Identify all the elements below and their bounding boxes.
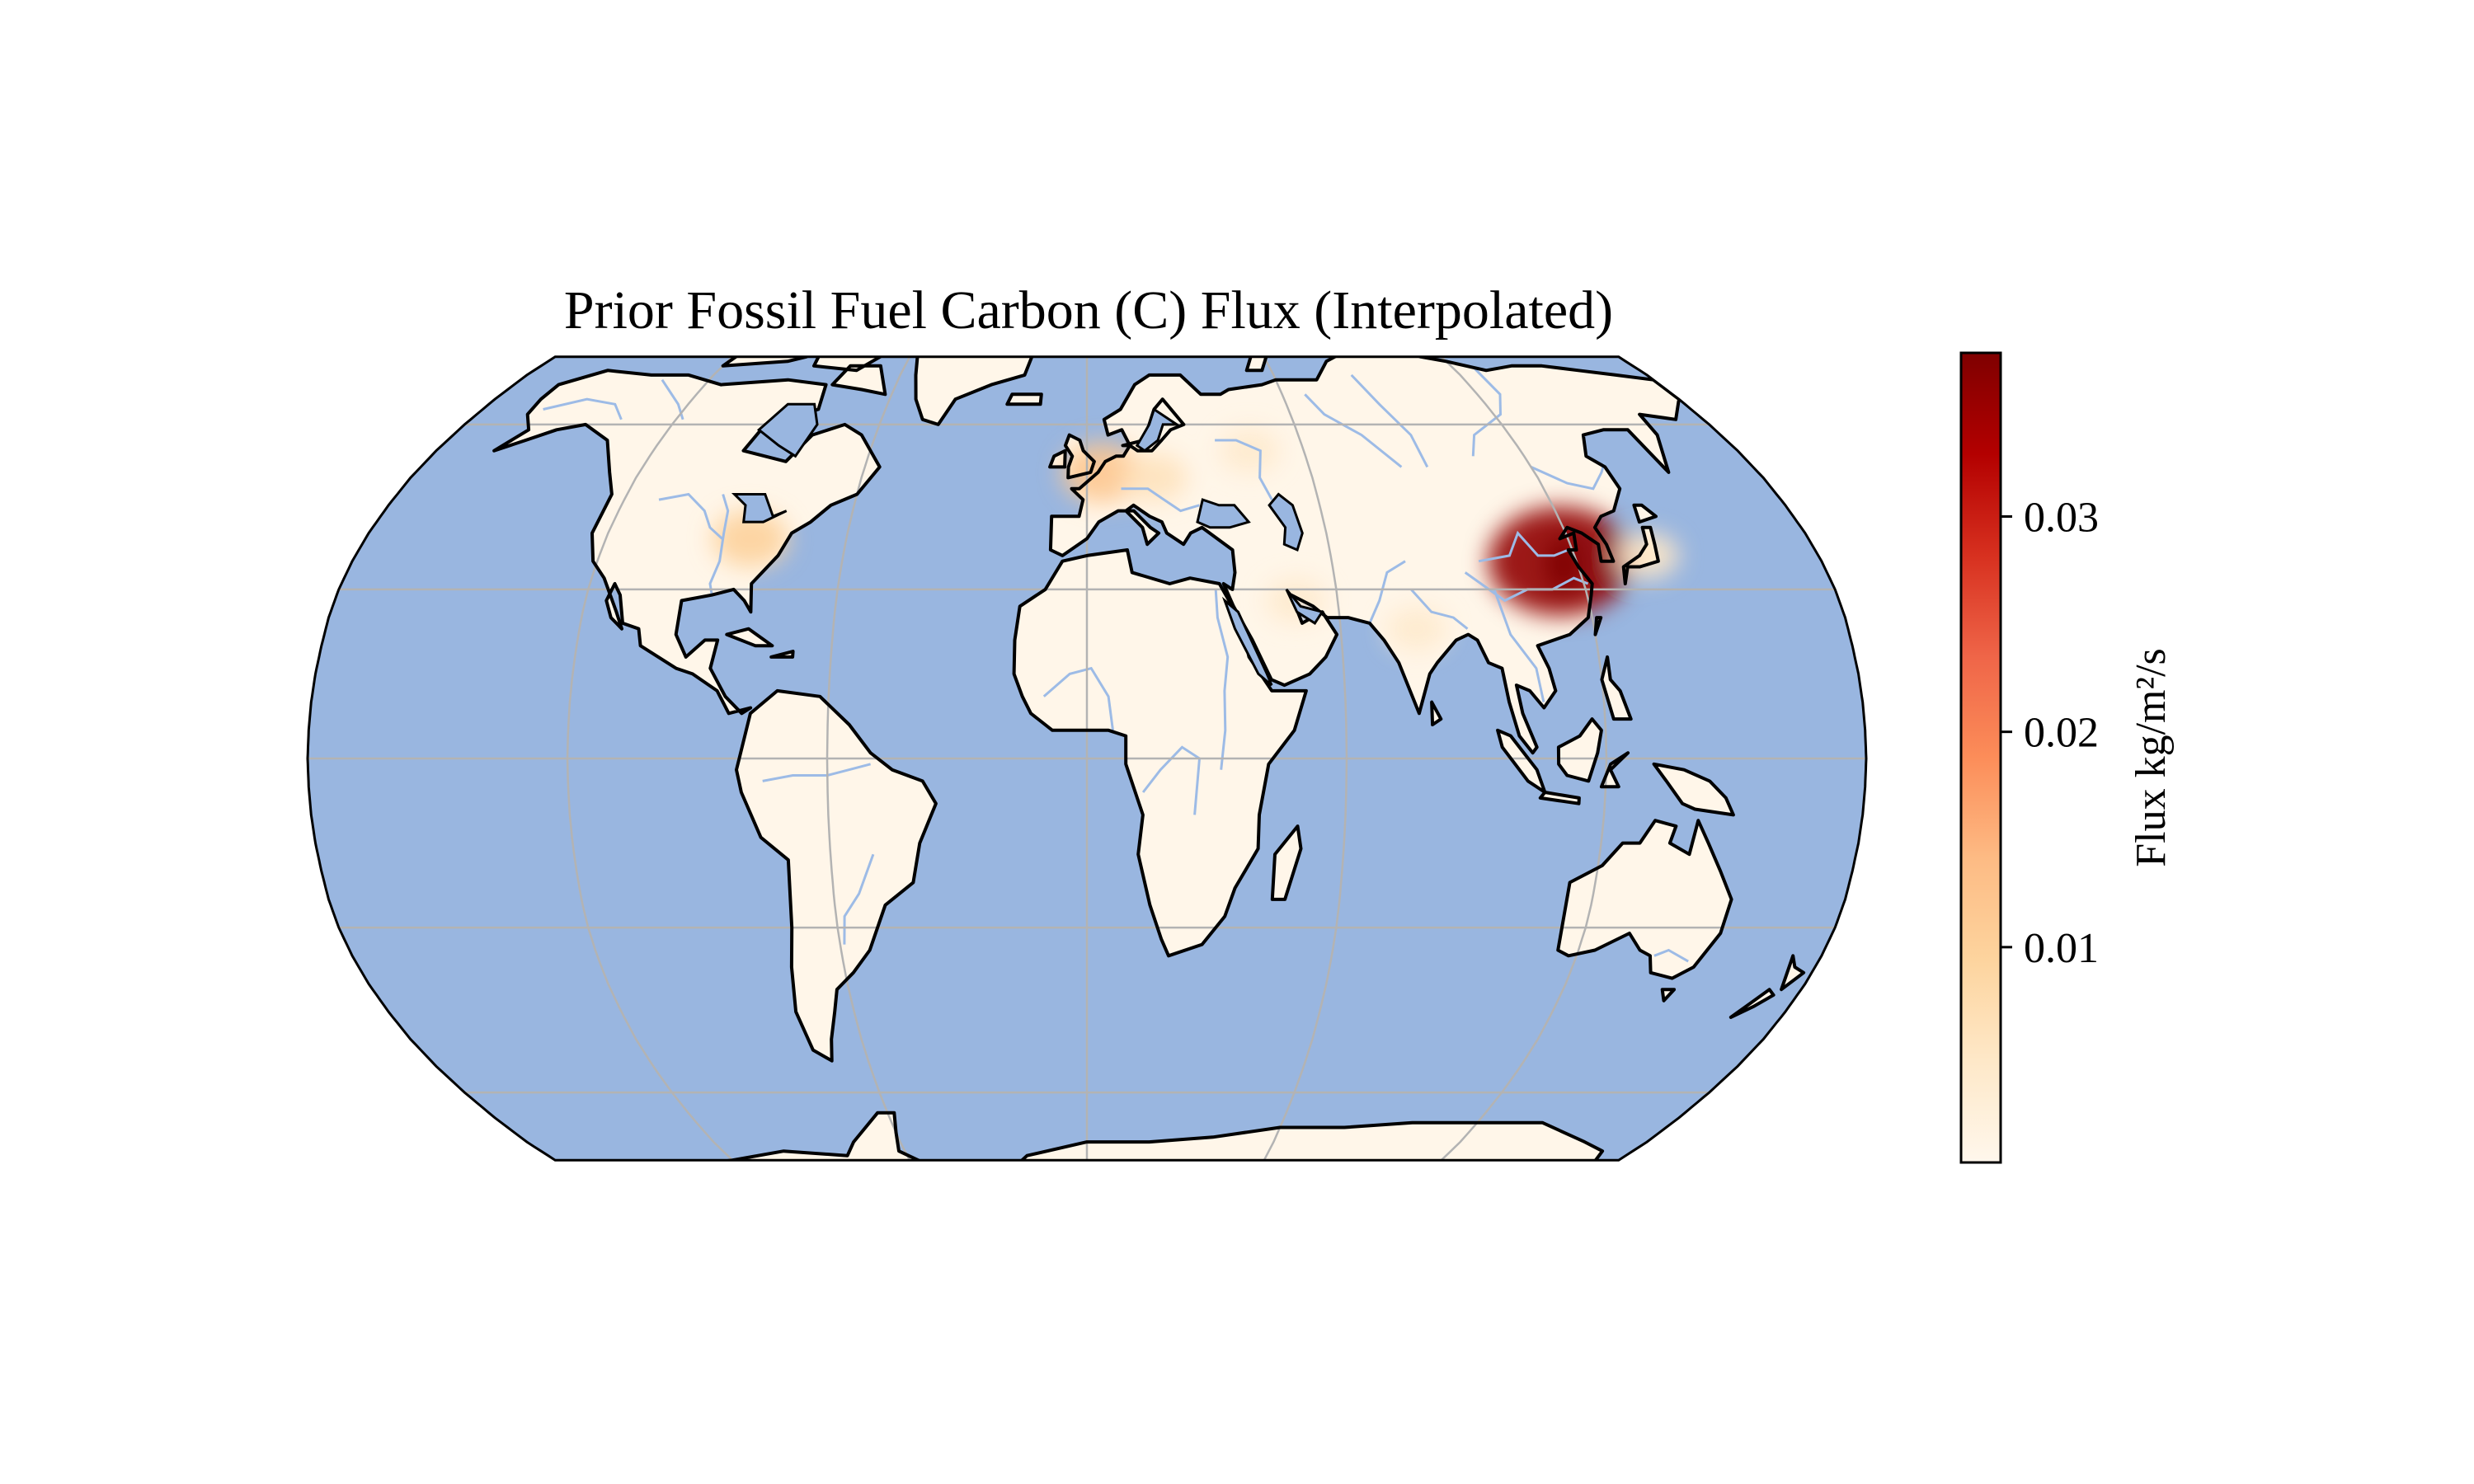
coastline-eurasia (1048, 356, 1681, 755)
colorbar-label: Flux kg/m²/s (2128, 648, 2175, 867)
coastline-sulawesi (1599, 751, 1630, 789)
colorbar-tick-label: 0.01 (2024, 925, 2099, 972)
red-sea (1221, 596, 1273, 687)
land-antarctica (586, 1112, 1603, 1161)
colorbar-tick-label: 0.03 (2024, 494, 2099, 541)
coastline-greenland (882, 356, 1037, 426)
persian-gulf (1285, 588, 1324, 625)
coastline-novaya-zemlya (1244, 356, 1281, 373)
coastline-madagascar (1270, 824, 1303, 901)
coastlines (492, 356, 1806, 1161)
coastline-cuba (725, 627, 774, 648)
river-mekong (1493, 589, 1545, 702)
coastline-australia (1556, 819, 1733, 980)
coastline-japan (1621, 525, 1660, 585)
river-mississippi (708, 494, 730, 595)
caspian-sea (1268, 492, 1304, 552)
coastline-antarctica (585, 1111, 1605, 1161)
river-yellow (1478, 530, 1569, 563)
land-ireland (1050, 450, 1065, 467)
meridian--60 (825, 356, 950, 1161)
river-volga (1215, 439, 1273, 500)
meridian-60 (1224, 356, 1348, 1161)
coastline-java (1538, 791, 1581, 805)
coastline-canadian-arctic-2 (812, 356, 882, 373)
coastline-new-guinea (1652, 762, 1735, 817)
land-south-america (736, 690, 936, 1061)
river-congo (1141, 745, 1202, 815)
map-title: Prior Fossil Fuel Carbon (C) Flux (Inter… (564, 280, 1613, 340)
coastline-hokkaido (1632, 503, 1658, 524)
coastline-north-america (492, 369, 882, 716)
river-parana (843, 853, 875, 945)
meridian-120 (1362, 356, 1608, 1161)
colorbar: 0.01 0.02 0.03 Flux kg/m²/s (1959, 351, 2175, 1164)
land-borneo (1558, 719, 1602, 782)
land-sulawesi (1601, 753, 1629, 787)
coastline-philippines (1600, 655, 1633, 721)
great-lakes (731, 493, 788, 524)
river-ganges (1409, 588, 1469, 630)
land-new-zealand-n (1781, 956, 1804, 990)
black-sea (1196, 498, 1251, 529)
hotspot-india (1386, 606, 1447, 651)
coastline-south-america (735, 688, 938, 1063)
hudson-bay (756, 402, 819, 458)
meridian--120 (566, 356, 811, 1161)
coastline-tasmania (1660, 988, 1677, 1003)
land-greenland (883, 356, 1036, 425)
river-mackenzie (661, 378, 684, 420)
river-murray (1653, 948, 1689, 963)
river-danube (1121, 487, 1200, 513)
baltic-sea (1135, 407, 1181, 453)
coastline-sri-lanka (1430, 700, 1443, 726)
river-niger (1042, 666, 1114, 730)
coastline-hispaniola (769, 650, 795, 659)
coastline-baffin (830, 364, 887, 397)
river-nile (1214, 589, 1230, 770)
coastline-new-zealand-n (1780, 954, 1806, 992)
coastline-iceland (1005, 392, 1043, 406)
coastline-britain (1063, 433, 1096, 480)
colorbar-tick-label: 0.02 (2024, 710, 2099, 757)
land-sumatra (1498, 730, 1545, 792)
river-yenisei (1350, 373, 1429, 468)
colorbar-ticks: 0.01 0.02 0.03 (2001, 494, 2099, 972)
land-iceland (1007, 394, 1042, 405)
coastline-borneo (1556, 717, 1603, 783)
map-boundary (306, 355, 1868, 1162)
coastline-africa (1012, 548, 1308, 958)
river-lena (1470, 364, 1503, 457)
world-map (306, 355, 1868, 1162)
land-new-guinea (1653, 763, 1733, 815)
river-amur (1530, 461, 1606, 491)
coastline-new-zealand-s (1729, 988, 1776, 1019)
graticule (308, 356, 1866, 1161)
coastline-taiwan (1593, 616, 1603, 636)
coastline-canadian-arctic-1 (721, 356, 808, 368)
river-indus (1368, 560, 1406, 624)
hotspot-eastern-united-states (712, 510, 788, 567)
river-missouri (658, 492, 723, 540)
land-north-america (494, 370, 880, 714)
land-madagascar (1272, 826, 1301, 899)
colorbar-scale (1959, 351, 2002, 1164)
land-australia (1558, 820, 1732, 979)
coastline-ireland (1048, 448, 1067, 469)
river-yukon (543, 397, 623, 420)
hotspot-western-russia (1219, 428, 1280, 473)
